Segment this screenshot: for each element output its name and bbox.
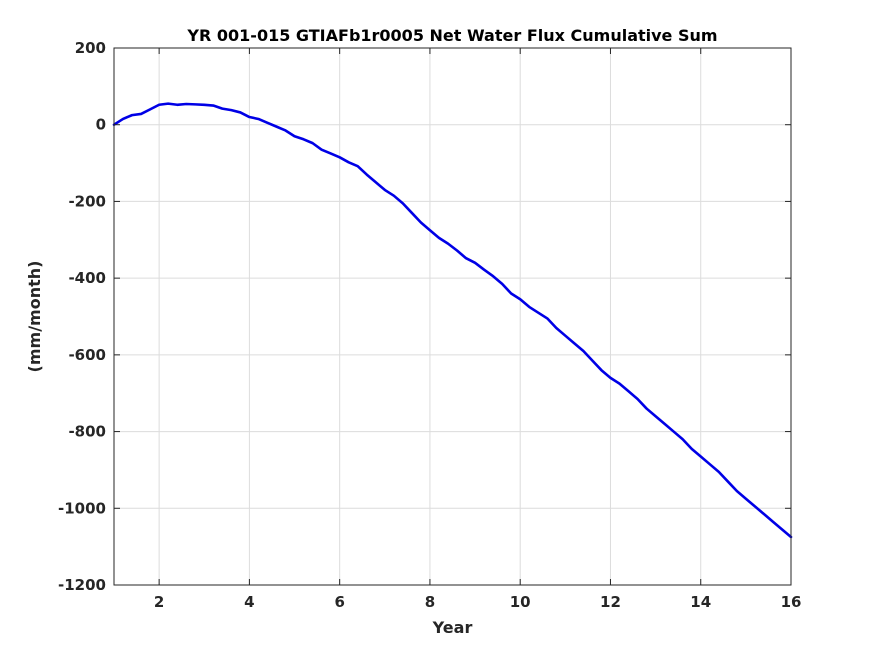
y-tick-label: 0	[96, 116, 106, 134]
series-line	[112, 102, 793, 539]
x-tick-label: 14	[690, 593, 711, 611]
x-axis-label: Year	[432, 618, 473, 637]
y-tick-labels: -1200 -1000 -800 -600 -400 -200 0 200	[58, 39, 106, 594]
y-tick-label: 200	[75, 39, 106, 57]
y-tick-label: -800	[68, 423, 106, 441]
y-tick-label: -200	[68, 192, 106, 210]
x-tick-label: 2	[154, 593, 164, 611]
y-tick-label: -600	[68, 346, 106, 364]
x-tick-label: 4	[244, 593, 254, 611]
chart-title: YR 001-015 GTIAFb1r0005 Net Water Flux C…	[186, 26, 717, 45]
y-tick-label: -1000	[58, 499, 106, 517]
x-tick-label: 16	[781, 593, 802, 611]
x-tick-label: 8	[425, 593, 435, 611]
y-tick-label: -1200	[58, 576, 106, 594]
plot-frame	[113, 47, 792, 586]
series-layer	[112, 102, 793, 539]
x-tick-labels: 2 4 6 8 10 12 14 16	[154, 593, 802, 611]
x-tick-label: 6	[334, 593, 344, 611]
y-axis-label: (mm/month)	[25, 261, 44, 373]
y-tick-label: -400	[68, 269, 106, 287]
tick-marks	[114, 47, 792, 586]
plot-area	[114, 48, 791, 585]
x-tick-label: 12	[600, 593, 621, 611]
x-tick-label: 10	[510, 593, 531, 611]
